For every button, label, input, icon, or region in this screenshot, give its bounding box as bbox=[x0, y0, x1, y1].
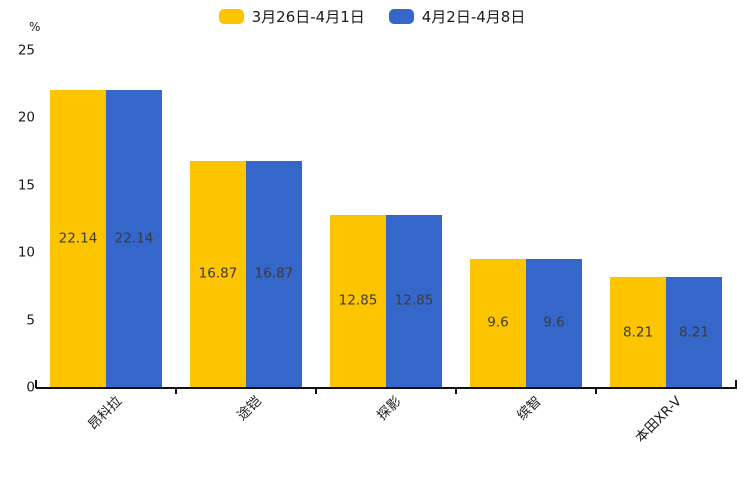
bar-series2[interactable]: 12.85 bbox=[386, 214, 442, 388]
bar-series2[interactable]: 22.14 bbox=[106, 89, 162, 388]
bar-series2[interactable]: 8.21 bbox=[666, 277, 722, 388]
y-tick-label: 0 bbox=[26, 379, 35, 396]
x-tick-label: 缤智 bbox=[514, 393, 545, 424]
x-axis-tick bbox=[175, 389, 177, 394]
x-axis-tick bbox=[315, 389, 317, 394]
x-tick-label: 昂科拉 bbox=[84, 393, 125, 434]
bar-value-label: 12.85 bbox=[394, 292, 434, 309]
bar-value-label: 22.14 bbox=[114, 230, 154, 247]
bar-series1[interactable]: 22.14 bbox=[50, 89, 106, 388]
bar-value-label: 9.6 bbox=[487, 314, 509, 331]
bar-series1[interactable]: 16.87 bbox=[190, 160, 246, 388]
bar-value-label: 22.14 bbox=[58, 230, 98, 247]
legend-swatch-yellow-icon bbox=[218, 9, 244, 24]
x-axis-tick bbox=[595, 389, 597, 394]
legend-item-series2[interactable]: 4月2日-4月8日 bbox=[388, 6, 526, 27]
bar-series2[interactable]: 9.6 bbox=[526, 258, 582, 388]
y-tick-label: 15 bbox=[17, 177, 35, 194]
x-axis-tick bbox=[455, 389, 457, 394]
bar-series1[interactable]: 8.21 bbox=[610, 277, 666, 388]
x-tick-label: 探影 bbox=[374, 393, 405, 424]
bar-value-label: 9.6 bbox=[543, 314, 565, 331]
y-axis-unit-label: % bbox=[29, 20, 41, 34]
x-axis-tick bbox=[735, 380, 737, 388]
legend-item-series1[interactable]: 3月26日-4月1日 bbox=[218, 6, 365, 27]
bar-value-label: 8.21 bbox=[622, 323, 654, 340]
y-tick-label: 25 bbox=[17, 42, 35, 59]
bar-series1[interactable]: 9.6 bbox=[470, 258, 526, 388]
x-tick-label: 本田XR-V bbox=[631, 393, 685, 446]
x-axis-tick bbox=[35, 380, 37, 388]
bar-value-label: 16.87 bbox=[198, 265, 238, 282]
bar-value-label: 8.21 bbox=[678, 323, 710, 340]
bar-series1[interactable]: 12.85 bbox=[330, 214, 386, 388]
legend-label-series1: 3月26日-4月1日 bbox=[251, 8, 365, 26]
bar-series2[interactable]: 16.87 bbox=[246, 160, 302, 388]
legend-swatch-blue-icon bbox=[388, 9, 414, 24]
x-tick-label: 途铠 bbox=[234, 393, 265, 424]
bar-value-label: 12.85 bbox=[338, 292, 378, 309]
legend-label-series2: 4月2日-4月8日 bbox=[421, 8, 526, 26]
x-axis-line bbox=[36, 387, 737, 389]
bar-value-label: 16.87 bbox=[254, 265, 294, 282]
legend: 3月26日-4月1日 4月2日-4月8日 bbox=[0, 6, 744, 27]
y-tick-label: 5 bbox=[26, 311, 35, 328]
y-tick-label: 20 bbox=[17, 109, 35, 126]
y-tick-label: 10 bbox=[17, 244, 35, 261]
